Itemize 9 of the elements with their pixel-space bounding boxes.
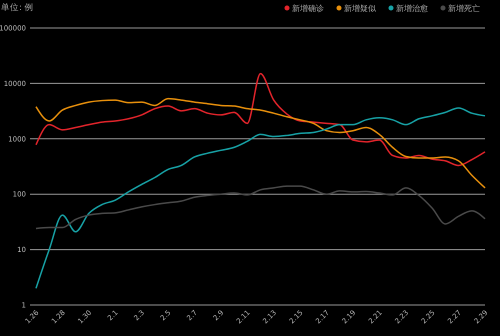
line-series (35, 72, 486, 166)
line-series (35, 98, 486, 189)
line-series (35, 185, 486, 230)
legend-label: 新增死亡 (448, 4, 480, 13)
legend-label: 新增确诊 (292, 4, 324, 13)
legend-label: 新增疑似 (344, 4, 377, 13)
legend-label: 新增治愈 (396, 4, 428, 13)
y-axis-title: 单位: 例 (1, 2, 34, 13)
line-series (35, 107, 486, 290)
